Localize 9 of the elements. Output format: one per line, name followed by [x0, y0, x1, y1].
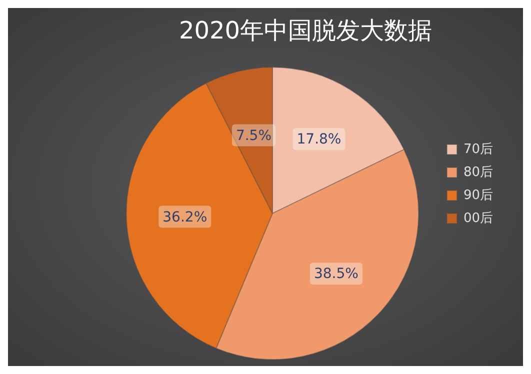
- legend-label: 00后: [463, 210, 494, 226]
- legend-label: 90后: [463, 188, 494, 203]
- legend-label: 70后: [463, 142, 494, 157]
- chart-title: 2020年中国脱发大数据: [178, 16, 432, 45]
- data-label: 7.5%: [236, 128, 272, 144]
- data-label: 36.2%: [162, 209, 208, 226]
- legend-label: 80后: [463, 164, 494, 180]
- data-label: 38.5%: [314, 266, 358, 282]
- data-label: 17.8%: [296, 132, 342, 148]
